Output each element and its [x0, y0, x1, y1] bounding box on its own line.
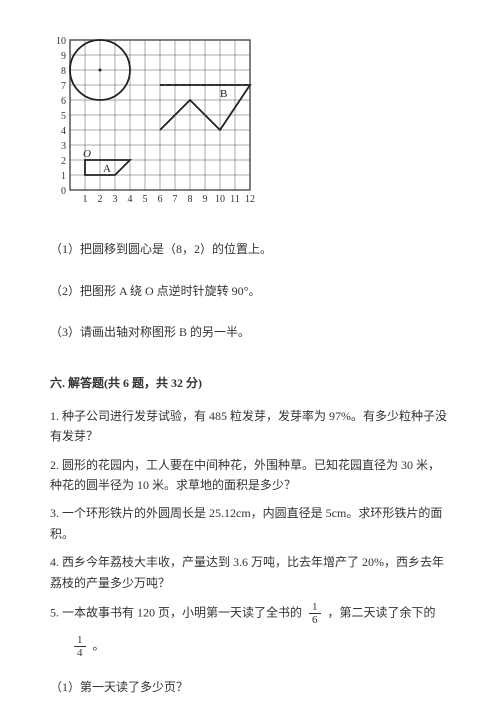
svg-text:A: A [103, 163, 111, 175]
svg-text:9: 9 [203, 194, 208, 205]
problem-3: 3. 一个环形铁片的外圆周长是 25.12cm，内圆直径是 5cm。求环形铁片的… [50, 503, 450, 544]
svg-text:2: 2 [61, 156, 66, 167]
svg-text:9: 9 [61, 51, 66, 62]
fraction-1-6: 1 6 [309, 601, 321, 626]
problem-5-text-b: ，第二天读了余下的 [328, 605, 436, 619]
svg-text:8: 8 [188, 194, 193, 205]
svg-text:3: 3 [61, 141, 66, 152]
svg-text:1: 1 [83, 194, 88, 205]
problem-1: 1. 种子公司进行发芽试验，有 485 粒发芽，发芽率为 97%。有多少粒种子没… [50, 406, 450, 447]
fraction-numerator: 1 [309, 601, 321, 614]
svg-text:4: 4 [61, 126, 66, 137]
problem-5-sub1: （1）第一天读了多少页？ [50, 677, 450, 697]
svg-text:0: 0 [61, 186, 66, 197]
question-3: （3）请画出轴对称图形 B 的另一半。 [50, 322, 450, 344]
svg-text:8: 8 [61, 66, 66, 77]
svg-text:4: 4 [128, 194, 133, 205]
problem-2: 2. 圆形的花园内，工人要在中间种花，外围种草。已知花园直径为 30 米，种花的… [50, 455, 450, 496]
svg-text:12: 12 [245, 194, 255, 205]
grid-figure: 109876543210123456789101112OAB [50, 30, 450, 214]
problem-4: 4. 西乡今年荔枝大丰收，产量达到 3.6 万吨，比去年增产了 20%，西乡去年… [50, 552, 450, 593]
svg-text:3: 3 [113, 194, 118, 205]
svg-text:10: 10 [56, 36, 66, 47]
svg-text:O: O [83, 148, 91, 160]
svg-text:6: 6 [158, 194, 163, 205]
svg-text:11: 11 [230, 194, 240, 205]
fraction-numerator: 1 [74, 634, 86, 647]
svg-text:10: 10 [215, 194, 225, 205]
fraction-denominator: 4 [74, 647, 86, 659]
svg-text:6: 6 [61, 96, 66, 107]
problem-5-text-c: 。 [93, 638, 105, 652]
section-6-title: 六. 解答题(共 6 题，共 32 分) [50, 374, 450, 391]
problem-5-frac2: 1 4 。 [70, 634, 450, 659]
coordinate-grid-svg: 109876543210123456789101112OAB [50, 30, 260, 210]
problem-5-text-a: 5. 一本故事书有 120 页，小明第一天读了全书的 [50, 605, 302, 619]
svg-text:7: 7 [61, 81, 66, 92]
svg-text:1: 1 [61, 171, 66, 182]
fraction-denominator: 6 [309, 614, 321, 626]
question-2: （2）把图形 A 绕 O 点逆时针旋转 90°。 [50, 281, 450, 303]
svg-text:7: 7 [173, 194, 178, 205]
svg-text:5: 5 [61, 111, 66, 122]
question-1: （1）把圆移到圆心是（8，2）的位置上。 [50, 239, 450, 261]
problem-5: 5. 一本故事书有 120 页，小明第一天读了全书的 1 6 ，第二天读了余下的 [50, 601, 450, 626]
fraction-1-4: 1 4 [74, 634, 86, 659]
svg-text:2: 2 [98, 194, 103, 205]
svg-text:B: B [220, 88, 227, 100]
svg-text:5: 5 [143, 194, 148, 205]
